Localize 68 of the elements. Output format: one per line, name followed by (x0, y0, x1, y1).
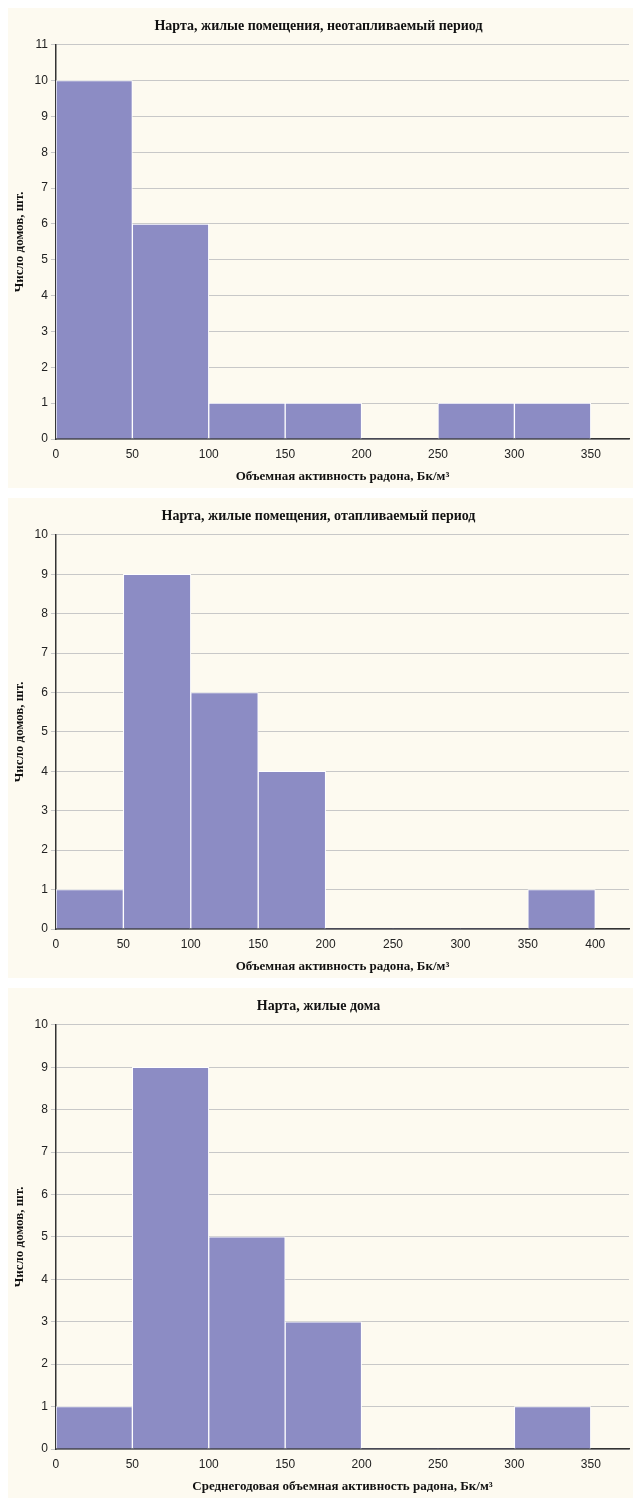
x-tick-label: 300 (504, 446, 525, 461)
y-tick-label: 5 (41, 252, 49, 267)
y-tick-label: 11 (35, 37, 49, 52)
y-axis-title: Число домов, шт. (11, 681, 27, 783)
y-tick-label: 8 (41, 144, 49, 159)
x-tick-label: 250 (427, 446, 449, 461)
y-tick-label: 4 (41, 763, 49, 778)
y-tick-label: 1 (41, 1398, 49, 1413)
y-tick-label: 9 (41, 1059, 49, 1074)
y-tick-label: 3 (41, 1314, 49, 1329)
x-tick-label: 150 (248, 936, 269, 951)
y-tick-label: 5 (41, 1229, 49, 1244)
x-tick-label: 50 (116, 936, 131, 951)
y-tick-label: 8 (41, 1101, 49, 1116)
y-tick-label: 7 (41, 1144, 49, 1159)
y-tick-label: 6 (41, 216, 49, 231)
x-tick-label: 350 (580, 1456, 602, 1471)
x-tick-label: 100 (198, 1456, 220, 1471)
x-tick-label: 350 (580, 446, 602, 461)
x-axis-title: Объемная активность радона, Бк/м³ (235, 957, 450, 973)
y-tick-label: 7 (41, 180, 49, 195)
y-axis-title: Число домов, шт. (11, 191, 27, 293)
x-tick-label: 200 (351, 1456, 372, 1471)
x-tick-label: 0 (52, 446, 60, 461)
y-tick-label: 2 (41, 359, 49, 374)
x-tick-label: 50 (125, 1456, 140, 1471)
chart-title: Нарта, жилые помещения, неотапливаемый период (154, 18, 483, 34)
y-tick-label: 1 (41, 881, 49, 896)
y-tick-label: 9 (41, 108, 49, 123)
y-tick-label: 3 (41, 803, 49, 818)
y-tick-label: 2 (41, 842, 49, 857)
y-tick-label: 10 (34, 527, 49, 542)
x-tick-label: 250 (427, 1456, 449, 1471)
y-tick-label: 2 (41, 1356, 49, 1371)
x-tick-label: 150 (275, 446, 296, 461)
y-tick-label: 7 (41, 645, 49, 660)
y-tick-label: 4 (41, 1271, 49, 1286)
x-tick-label: 250 (383, 936, 404, 951)
x-tick-label: 400 (585, 936, 606, 951)
y-tick-label: 10 (34, 72, 49, 87)
y-tick-label: 10 (34, 1017, 49, 1032)
x-tick-label: 50 (125, 446, 140, 461)
x-tick-label: 0 (52, 936, 60, 951)
x-tick-label: 300 (450, 936, 471, 951)
x-tick-label: 200 (351, 446, 372, 461)
x-tick-label: 200 (315, 936, 336, 951)
y-tick-label: 0 (41, 431, 49, 446)
x-tick-label: 100 (198, 446, 220, 461)
chart-title: Нарта, жилые помещения, отапливаемый период (161, 508, 476, 524)
y-tick-label: 0 (41, 921, 49, 936)
y-tick-label: 9 (41, 566, 49, 581)
y-tick-label: 5 (41, 724, 49, 739)
x-tick-label: 100 (180, 936, 202, 951)
y-tick-label: 8 (41, 605, 49, 620)
y-tick-label: 0 (41, 1441, 49, 1456)
x-axis-title: Среднегодовая объемная активность радона, Бк/м³ (192, 1477, 493, 1493)
chart-title: Нарта, жилые дома (256, 998, 381, 1014)
x-tick-label: 300 (504, 1456, 525, 1471)
y-tick-label: 3 (41, 323, 49, 338)
x-axis-title: Объемная активность радона, Бк/м³ (235, 467, 450, 483)
x-tick-label: 350 (517, 936, 539, 951)
y-tick-label: 4 (41, 287, 49, 302)
y-tick-label: 6 (41, 1186, 49, 1201)
y-axis-title: Число домов, шт. (11, 1186, 27, 1288)
x-tick-label: 150 (275, 1456, 296, 1471)
x-tick-label: 0 (52, 1456, 60, 1471)
y-tick-label: 6 (41, 684, 49, 699)
y-tick-label: 1 (41, 395, 49, 410)
